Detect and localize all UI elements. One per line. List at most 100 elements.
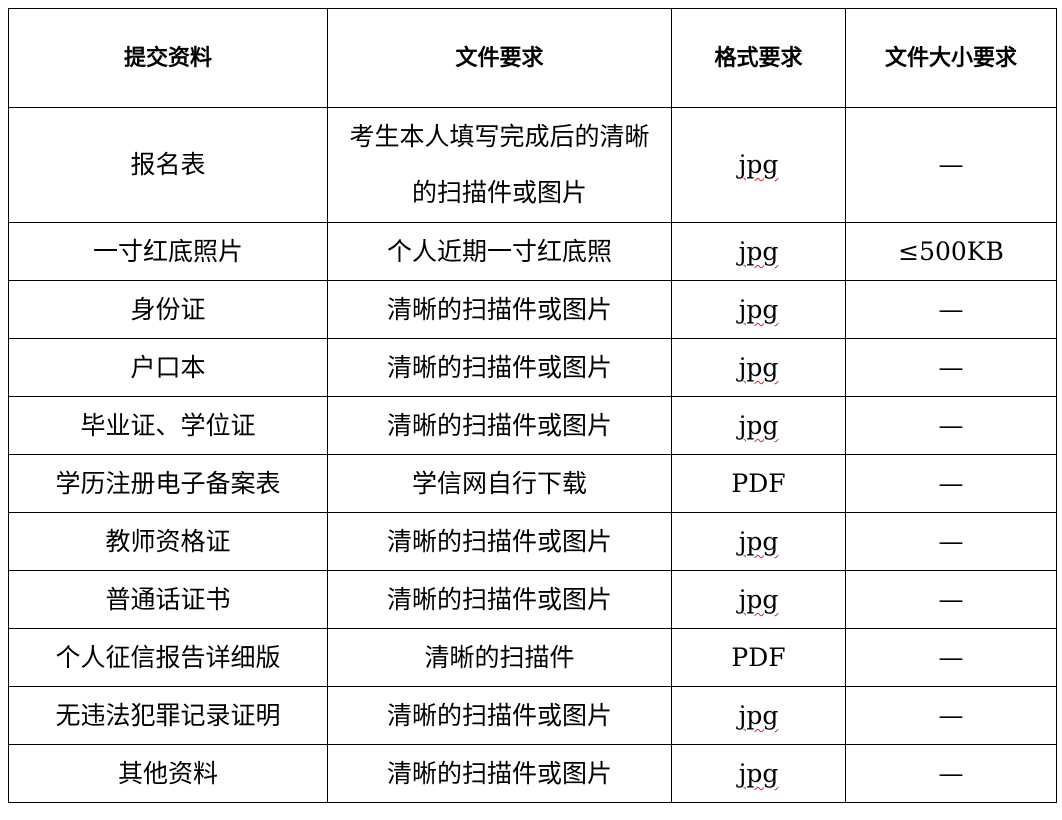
cell-format: PDF bbox=[671, 454, 846, 513]
cell-size-text: — bbox=[938, 701, 964, 730]
cell-format: jpg bbox=[671, 744, 846, 803]
cell-item-text: 毕业证、学位证 bbox=[80, 411, 256, 440]
cell-item-text: 身份证 bbox=[130, 295, 206, 324]
cell-size-text: ≤500KB bbox=[898, 237, 1004, 266]
cell-format-text: jpg bbox=[738, 701, 779, 730]
cell-item: 身份证 bbox=[8, 280, 328, 339]
cell-format-text: jpg bbox=[738, 527, 779, 556]
table-row: 学历注册电子备案表 学信网自行下载 PDF — bbox=[8, 454, 1057, 513]
cell-item: 个人征信报告详细版 bbox=[8, 628, 328, 687]
cell-requirement: 清晰的扫描件或图片 bbox=[327, 338, 672, 397]
cell-size: — bbox=[845, 454, 1057, 513]
cell-format: jpg bbox=[671, 512, 846, 571]
cell-requirement-text: 清晰的扫描件或图片 bbox=[386, 353, 612, 382]
table-row: 个人征信报告详细版 清晰的扫描件 PDF — bbox=[8, 628, 1057, 687]
cell-size: — bbox=[845, 396, 1057, 455]
table-row: 毕业证、学位证 清晰的扫描件或图片 jpg — bbox=[8, 396, 1057, 455]
cell-size-text: — bbox=[938, 411, 964, 440]
cell-size-text: — bbox=[938, 527, 964, 556]
header-item: 提交资料 bbox=[8, 8, 328, 108]
requirements-table: 提交资料 文件要求 格式要求 文件大小要求 报名表 考生本人填写完成后的清晰的扫描… bbox=[8, 8, 1057, 803]
cell-item: 教师资格证 bbox=[8, 512, 328, 571]
cell-requirement-text: 学信网自行下载 bbox=[411, 469, 587, 498]
table-row: 身份证 清晰的扫描件或图片 jpg — bbox=[8, 280, 1057, 339]
cell-item: 无违法犯罪记录证明 bbox=[8, 686, 328, 745]
cell-format-text: jpg bbox=[738, 759, 779, 788]
cell-format-text: jpg bbox=[738, 237, 779, 266]
cell-format: jpg bbox=[671, 222, 846, 281]
table-row: 其他资料 清晰的扫描件或图片 jpg — bbox=[8, 744, 1057, 803]
cell-format-text: jpg bbox=[738, 295, 779, 324]
cell-item-text: 报名表 bbox=[130, 150, 206, 179]
cell-requirement-text: 清晰的扫描件或图片 bbox=[386, 295, 612, 324]
cell-format: PDF bbox=[671, 628, 846, 687]
cell-item-text: 户口本 bbox=[130, 353, 206, 382]
cell-requirement: 清晰的扫描件或图片 bbox=[327, 512, 672, 571]
cell-item-text: 其他资料 bbox=[117, 759, 218, 788]
cell-format-text: PDF bbox=[731, 643, 786, 672]
cell-size-text: — bbox=[938, 643, 964, 672]
cell-format: jpg bbox=[671, 396, 846, 455]
cell-format-text: jpg bbox=[738, 150, 779, 179]
cell-format-text: jpg bbox=[738, 353, 779, 382]
cell-requirement-text: 个人近期一寸红底照 bbox=[386, 237, 612, 266]
cell-size-text: — bbox=[938, 759, 964, 788]
cell-item: 其他资料 bbox=[8, 744, 328, 803]
table-row: 一寸红底照片 个人近期一寸红底照 jpg ≤500KB bbox=[8, 222, 1057, 281]
cell-size-text: — bbox=[938, 585, 964, 614]
cell-requirement: 学信网自行下载 bbox=[327, 454, 672, 513]
cell-requirement-text: 清晰的扫描件或图片 bbox=[386, 759, 612, 788]
cell-size: — bbox=[845, 338, 1057, 397]
header-row: 提交资料 文件要求 格式要求 文件大小要求 bbox=[8, 8, 1057, 108]
cell-size: — bbox=[845, 744, 1057, 803]
cell-size: — bbox=[845, 686, 1057, 745]
cell-requirement-text: 清晰的扫描件或图片 bbox=[386, 527, 612, 556]
cell-size-text: — bbox=[938, 353, 964, 382]
cell-format-text: jpg bbox=[738, 411, 779, 440]
table-row: 户口本 清晰的扫描件或图片 jpg — bbox=[8, 338, 1057, 397]
cell-item-text: 一寸红底照片 bbox=[92, 237, 243, 266]
cell-item: 毕业证、学位证 bbox=[8, 396, 328, 455]
cell-size: — bbox=[845, 570, 1057, 629]
cell-requirement: 清晰的扫描件或图片 bbox=[327, 396, 672, 455]
cell-format: jpg bbox=[671, 280, 846, 339]
cell-format: jpg bbox=[671, 686, 846, 745]
cell-format-text: jpg bbox=[738, 585, 779, 614]
cell-item: 学历注册电子备案表 bbox=[8, 454, 328, 513]
cell-size-text: — bbox=[938, 150, 964, 179]
table-row: 报名表 考生本人填写完成后的清晰的扫描件或图片 jpg — bbox=[8, 107, 1057, 223]
cell-item-text: 无违法犯罪记录证明 bbox=[55, 701, 281, 730]
cell-item-text: 普通话证书 bbox=[105, 585, 231, 614]
cell-item: 户口本 bbox=[8, 338, 328, 397]
cell-item-text: 教师资格证 bbox=[105, 527, 231, 556]
cell-requirement: 清晰的扫描件或图片 bbox=[327, 570, 672, 629]
cell-requirement: 清晰的扫描件或图片 bbox=[327, 280, 672, 339]
cell-format: jpg bbox=[671, 570, 846, 629]
cell-item-text: 学历注册电子备案表 bbox=[55, 469, 281, 498]
cell-requirement-text: 清晰的扫描件或图片 bbox=[386, 585, 612, 614]
cell-requirement-text: 清晰的扫描件或图片 bbox=[386, 411, 612, 440]
cell-requirement-text: 清晰的扫描件或图片 bbox=[386, 701, 612, 730]
cell-size: — bbox=[845, 107, 1057, 223]
table-row: 无违法犯罪记录证明 清晰的扫描件或图片 jpg — bbox=[8, 686, 1057, 745]
cell-size: — bbox=[845, 512, 1057, 571]
table-row: 普通话证书 清晰的扫描件或图片 jpg — bbox=[8, 570, 1057, 629]
cell-size-text: — bbox=[938, 469, 964, 498]
cell-format-text: PDF bbox=[731, 469, 786, 498]
cell-requirement: 清晰的扫描件或图片 bbox=[327, 744, 672, 803]
cell-requirement: 考生本人填写完成后的清晰的扫描件或图片 bbox=[327, 107, 672, 223]
cell-requirement: 清晰的扫描件 bbox=[327, 628, 672, 687]
cell-item: 报名表 bbox=[8, 107, 328, 223]
cell-size: — bbox=[845, 280, 1057, 339]
cell-item: 一寸红底照片 bbox=[8, 222, 328, 281]
cell-requirement-text: 考生本人填写完成后的清晰的扫描件或图片 bbox=[349, 122, 650, 207]
header-format: 格式要求 bbox=[671, 8, 846, 108]
cell-format: jpg bbox=[671, 107, 846, 223]
cell-requirement: 清晰的扫描件或图片 bbox=[327, 686, 672, 745]
cell-item-text: 个人征信报告详细版 bbox=[55, 643, 281, 672]
cell-format: jpg bbox=[671, 338, 846, 397]
header-size: 文件大小要求 bbox=[845, 8, 1057, 108]
cell-requirement: 个人近期一寸红底照 bbox=[327, 222, 672, 281]
cell-size: — bbox=[845, 628, 1057, 687]
cell-size-text: — bbox=[938, 295, 964, 324]
